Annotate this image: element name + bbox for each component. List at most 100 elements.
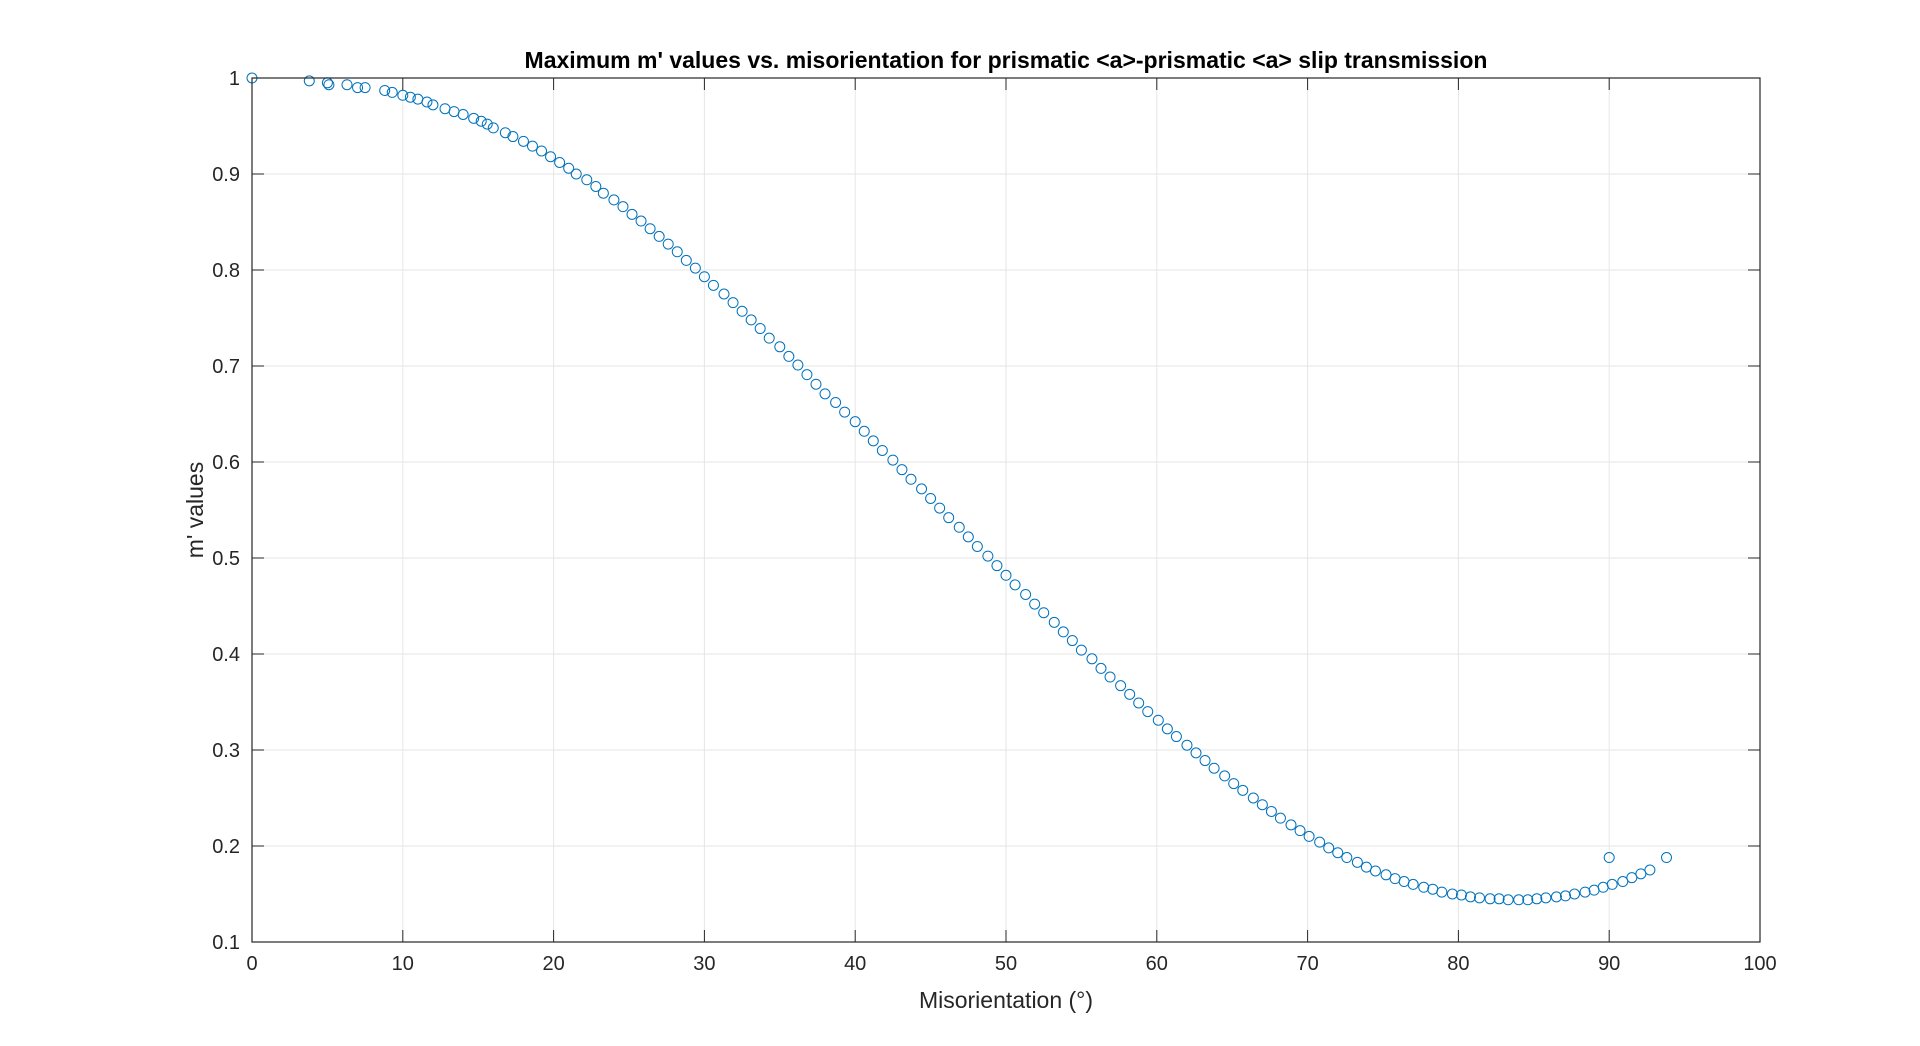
- data-point: [1247, 792, 1259, 804]
- x-tick-label: 100: [1743, 953, 1776, 975]
- data-point: [1086, 653, 1098, 665]
- data-point: [1190, 747, 1202, 759]
- data-point: [457, 108, 469, 120]
- data-point: [1115, 680, 1127, 692]
- data-point: [680, 254, 692, 266]
- data-point: [1474, 892, 1486, 904]
- data-point: [581, 174, 593, 186]
- data-point: [1274, 812, 1286, 824]
- data-point: [481, 118, 493, 130]
- data-point: [991, 560, 1003, 572]
- data-point: [849, 416, 861, 428]
- data-point: [1104, 671, 1116, 683]
- data-point: [1048, 616, 1060, 628]
- data-point: [507, 131, 519, 143]
- data-point: [1181, 739, 1193, 751]
- data-point: [1057, 626, 1069, 638]
- data-point: [1314, 836, 1326, 848]
- y-axis-label: m' values: [182, 462, 208, 558]
- y-tick-label: 0.8: [212, 260, 240, 282]
- data-point: [1237, 784, 1249, 796]
- data-point: [526, 140, 538, 152]
- data-point: [644, 223, 656, 235]
- data-point: [1228, 778, 1240, 790]
- data-point: [718, 288, 730, 300]
- y-tick-label: 0.7: [212, 356, 240, 378]
- y-tick-label: 0.1: [212, 932, 240, 954]
- data-point: [943, 512, 955, 524]
- data-point: [1170, 731, 1182, 743]
- data-point: [707, 279, 719, 291]
- data-point: [1661, 852, 1672, 864]
- data-point: [1303, 830, 1315, 842]
- data-point: [487, 122, 499, 134]
- data-point: [1265, 805, 1277, 817]
- data-point: [545, 151, 557, 163]
- data-point: [1617, 876, 1629, 888]
- data-point: [1603, 852, 1615, 864]
- data-point: [1152, 714, 1164, 726]
- data-point: [1513, 894, 1525, 906]
- x-tick-label: 30: [693, 953, 715, 975]
- data-point: [590, 180, 602, 192]
- x-tick-label: 60: [1146, 953, 1168, 975]
- data-point: [1369, 865, 1381, 877]
- x-axis-ticks: 0 10 20 30 40 50 60 70 80 90 100: [246, 78, 1777, 975]
- data-point: [689, 262, 701, 274]
- data-point: [905, 473, 917, 485]
- data-point: [736, 305, 748, 317]
- data-point: [626, 208, 638, 220]
- data-point: [608, 194, 620, 206]
- data-point: [763, 332, 775, 344]
- data-point: [468, 112, 480, 124]
- data-point: [653, 230, 665, 242]
- data-point: [754, 323, 766, 335]
- data-point: [323, 79, 335, 91]
- data-point: [1455, 889, 1467, 901]
- data-point: [1208, 762, 1220, 774]
- x-tick-label: 0: [246, 953, 257, 975]
- y-tick-label: 0.6: [212, 452, 240, 474]
- data-point: [536, 145, 548, 157]
- data-point: [1569, 888, 1581, 900]
- data-point: [810, 378, 822, 390]
- data-point: [1009, 579, 1021, 591]
- x-tick-label: 50: [995, 953, 1017, 975]
- data-point: [819, 388, 831, 400]
- data-point: [1407, 878, 1419, 890]
- x-tick-label: 90: [1598, 953, 1620, 975]
- data-point: [397, 89, 409, 101]
- data-point: [1531, 893, 1543, 905]
- data-point: [554, 156, 566, 168]
- x-tick-label: 20: [542, 953, 564, 975]
- data-point: [1256, 799, 1268, 811]
- data-point: [617, 201, 629, 213]
- data-point: [671, 246, 683, 258]
- data-point: [517, 135, 529, 147]
- data-point: [570, 168, 582, 180]
- x-tick-label: 40: [844, 953, 866, 975]
- chart-title: Maximum m' values vs. misorientation for…: [525, 47, 1488, 73]
- data-point: [1000, 569, 1012, 581]
- data-point: [953, 521, 965, 533]
- data-point: [352, 82, 364, 94]
- data-points: [246, 72, 1672, 906]
- data-point: [1066, 635, 1078, 647]
- data-point: [404, 91, 416, 103]
- data-point: [1579, 886, 1591, 898]
- data-point: [1038, 607, 1050, 619]
- data-point: [303, 75, 315, 87]
- data-point: [727, 297, 739, 309]
- data-point: [379, 84, 391, 96]
- data-point: [839, 406, 851, 418]
- data-point: [1493, 893, 1505, 905]
- data-point: [662, 238, 674, 250]
- data-point: [1294, 825, 1306, 837]
- data-point: [1075, 644, 1087, 656]
- data-point: [867, 435, 879, 447]
- data-point: [1550, 891, 1562, 903]
- data-point: [1418, 881, 1430, 893]
- x-tick-label: 80: [1447, 953, 1469, 975]
- data-point: [830, 396, 842, 408]
